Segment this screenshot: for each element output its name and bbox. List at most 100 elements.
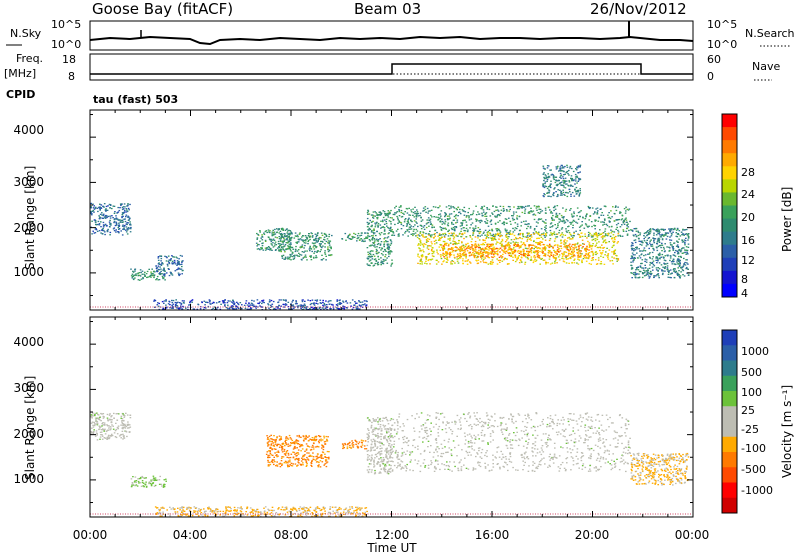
power-cell xyxy=(673,277,676,279)
power-cell xyxy=(282,243,284,245)
power-cell xyxy=(282,229,284,231)
power-cell xyxy=(639,265,642,267)
power-cell xyxy=(171,263,174,265)
power-cell xyxy=(281,255,284,258)
power-cell xyxy=(391,262,394,264)
power-cell xyxy=(512,227,514,230)
power-cell xyxy=(647,268,649,270)
power-cell xyxy=(142,277,144,280)
power-cell xyxy=(481,220,483,222)
power-cell xyxy=(444,221,447,223)
power-cell xyxy=(260,237,262,239)
power-cell xyxy=(567,237,569,239)
power-cell xyxy=(278,232,280,234)
power-cell xyxy=(420,258,423,260)
power-cell xyxy=(134,277,136,279)
power-cell xyxy=(448,256,451,258)
power-cell xyxy=(549,212,552,214)
power-cell xyxy=(392,231,394,233)
power-cell xyxy=(499,247,502,249)
power-cell xyxy=(538,218,540,220)
power-cell xyxy=(557,246,559,248)
power-cell xyxy=(476,257,478,259)
power-cell xyxy=(233,308,236,310)
velocity-cell xyxy=(115,413,118,415)
velocity-cell xyxy=(92,412,94,414)
power-cell xyxy=(604,205,607,207)
power-cell xyxy=(562,254,564,256)
power-cell xyxy=(451,223,453,225)
power-cell xyxy=(388,213,390,215)
power-cell xyxy=(177,268,179,270)
power-cell xyxy=(669,247,671,249)
power-cell xyxy=(300,254,303,256)
power-cell xyxy=(442,261,444,263)
power-cell xyxy=(291,236,293,239)
power-cell xyxy=(484,257,487,259)
power-cell xyxy=(468,252,470,254)
power-cell xyxy=(463,254,466,256)
power-cell xyxy=(289,256,291,259)
power-cell xyxy=(613,244,615,246)
power-cell xyxy=(604,233,607,235)
power-cell xyxy=(635,235,638,237)
power-cell xyxy=(304,256,306,258)
power-cell xyxy=(681,234,683,236)
power-cell xyxy=(558,232,560,234)
power-cell xyxy=(613,253,615,255)
power-cell xyxy=(94,232,97,234)
power-cell xyxy=(544,226,546,228)
power-cell xyxy=(459,248,462,250)
power-cell xyxy=(280,249,282,252)
power-cell xyxy=(619,235,622,237)
power-cell xyxy=(679,276,681,279)
power-cell xyxy=(267,303,269,305)
power-cell xyxy=(115,221,117,223)
power-cell xyxy=(512,211,515,213)
power-cell xyxy=(513,243,515,245)
power-cell xyxy=(659,254,661,256)
power-cell xyxy=(625,221,628,223)
power-cell xyxy=(283,303,285,306)
power-cell xyxy=(486,245,488,247)
power-cell xyxy=(390,250,392,252)
power-cell xyxy=(509,247,511,250)
power-cell xyxy=(462,249,464,252)
power-cell xyxy=(107,228,109,231)
power-cell xyxy=(172,299,175,302)
power-cell xyxy=(615,224,618,226)
power-cell xyxy=(533,256,535,258)
power-cell xyxy=(156,275,159,278)
power-cell xyxy=(431,234,433,236)
power-cell xyxy=(427,248,430,250)
power-cell xyxy=(108,221,111,223)
power-cell xyxy=(152,271,155,273)
power-cell xyxy=(118,232,120,234)
power-cell xyxy=(584,248,586,250)
power-cell xyxy=(303,303,306,305)
power-cell xyxy=(256,237,259,239)
power-cell xyxy=(264,230,267,233)
power-cell xyxy=(512,250,514,252)
power-cell xyxy=(462,220,464,222)
power-cell xyxy=(104,223,107,225)
power-cell xyxy=(533,254,536,257)
power-cell xyxy=(450,261,452,263)
power-cell xyxy=(174,270,177,272)
power-cell xyxy=(345,300,347,303)
power-cell xyxy=(565,247,567,249)
velocity-cell xyxy=(107,437,110,439)
power-cell xyxy=(561,170,564,172)
power-cell xyxy=(563,251,565,253)
power-cell xyxy=(323,232,326,235)
power-cell xyxy=(90,206,92,208)
power-cell xyxy=(504,250,507,253)
power-cell xyxy=(434,229,436,232)
power-cell xyxy=(482,249,485,251)
velocity-cell xyxy=(103,430,105,432)
power-cell xyxy=(546,167,549,169)
power-cell xyxy=(493,210,496,213)
power-cell xyxy=(436,249,438,251)
power-cell xyxy=(576,262,578,264)
power-cell xyxy=(579,171,581,173)
